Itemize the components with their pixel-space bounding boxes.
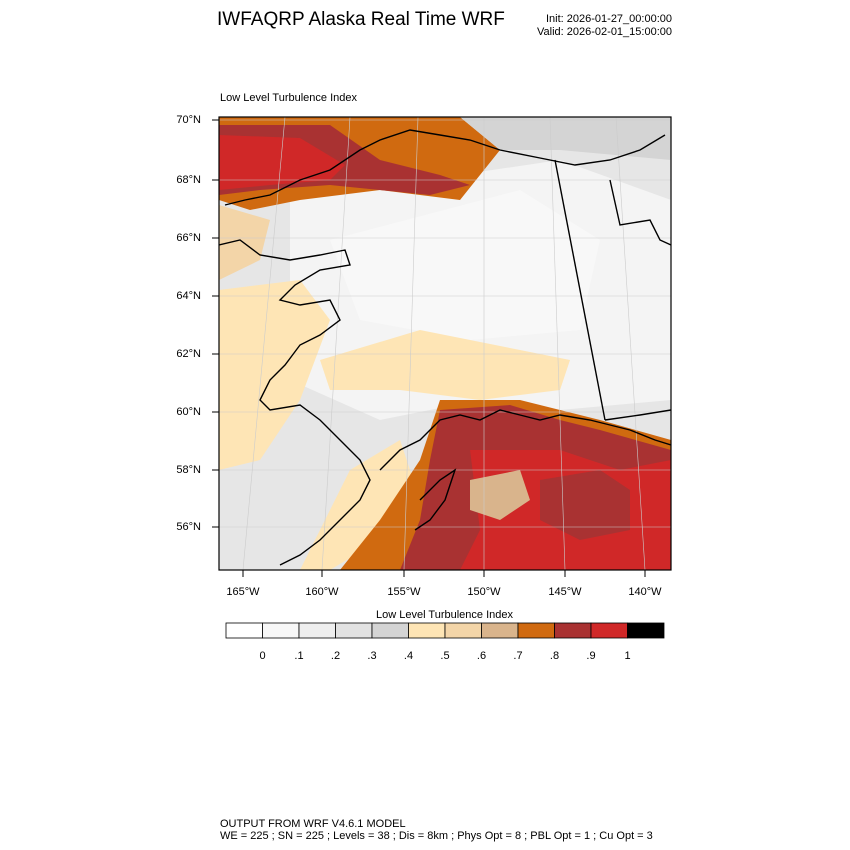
kodiak-coastline xyxy=(414,468,457,531)
field-arctic-red xyxy=(219,135,345,190)
colorbar-label: .8 xyxy=(549,650,560,662)
colorbar-label: 1 xyxy=(624,650,631,662)
colorbar-swatch xyxy=(554,622,592,639)
valid-time: Valid: 2026-02-01_15:00:00 xyxy=(537,26,672,38)
field-peninsula-band xyxy=(300,440,420,570)
colorbar-swatch xyxy=(371,622,409,639)
lat-label-68: 68°N xyxy=(176,174,201,186)
lon-label-150: 150°W xyxy=(467,586,501,598)
lon-label-160: 160°W xyxy=(305,586,339,598)
field-seward-patch xyxy=(219,205,270,280)
lon-ticks xyxy=(242,570,646,577)
west-coastline xyxy=(219,239,371,566)
canada-border xyxy=(554,159,606,421)
lon-label-145: 145°W xyxy=(548,586,582,598)
lon-label-155: 155°W xyxy=(387,586,421,598)
field-interior-white xyxy=(330,190,600,340)
lat-label-60: 60°N xyxy=(176,406,201,418)
map-frame xyxy=(218,116,672,571)
lat-label-70: 70°N xyxy=(176,114,201,126)
model-info: OUTPUT FROM WRF V4.6.1 MODEL WE = 225 ; … xyxy=(220,818,653,842)
colorbar-swatch xyxy=(225,622,263,639)
colorbar-swatch xyxy=(335,622,373,639)
colorbar-swatch xyxy=(590,622,628,639)
run-times: Init: 2026-01-27_00:00:00 Valid: 2026-02… xyxy=(537,13,672,39)
lat-label-56: 56°N xyxy=(176,521,201,533)
yukon-inset-border xyxy=(609,179,671,246)
colorbar-swatch xyxy=(408,622,446,639)
bc-border xyxy=(604,409,671,421)
field-southcentral-band xyxy=(320,330,570,400)
colorbar-swatch xyxy=(444,622,482,639)
turbulence-field xyxy=(219,117,671,570)
colorbar-label: .2 xyxy=(330,650,341,662)
colorbar-title: Low Level Turbulence Index xyxy=(376,609,513,621)
field-gulf-tan xyxy=(470,470,530,520)
lon-label-165: 165°W xyxy=(226,586,260,598)
colorbar-label: 0 xyxy=(259,650,266,662)
lon-label-140: 140°W xyxy=(628,586,662,598)
colorbar-label: .6 xyxy=(476,650,487,662)
lat-ticks xyxy=(212,119,219,528)
colorbar-label: .7 xyxy=(513,650,523,662)
colorbar-swatch xyxy=(298,622,336,639)
colorbar-swatch xyxy=(627,622,665,639)
coastlines xyxy=(219,129,671,566)
lat-label-58: 58°N xyxy=(176,464,201,476)
model-info-line2: WE = 225 ; SN = 225 ; Levels = 38 ; Dis … xyxy=(220,830,653,842)
colorbar-swatch xyxy=(481,622,519,639)
colorbar-label: .4 xyxy=(403,650,414,662)
colorbar-label: .3 xyxy=(367,650,377,662)
colorbar-swatch xyxy=(262,622,300,639)
lat-label-64: 64°N xyxy=(176,290,201,302)
colorbar xyxy=(225,622,665,639)
figure-title: IWFAQRP Alaska Real Time WRF xyxy=(217,9,505,30)
lat-label-66: 66°N xyxy=(176,232,201,244)
plot-title: Low Level Turbulence Index xyxy=(220,92,357,104)
lat-label-62: 62°N xyxy=(176,348,201,360)
colorbar-label: .9 xyxy=(586,650,596,662)
arctic-coastline xyxy=(224,129,666,206)
gulf-coastline xyxy=(379,409,671,471)
colorbar-label: .1 xyxy=(294,650,304,662)
init-time: Init: 2026-01-27_00:00:00 xyxy=(546,13,672,25)
colorbar-label: .5 xyxy=(440,650,450,662)
colorbar-swatch xyxy=(517,622,555,639)
graticule xyxy=(219,117,671,570)
model-info-line1: OUTPUT FROM WRF V4.6.1 MODEL xyxy=(220,818,406,830)
